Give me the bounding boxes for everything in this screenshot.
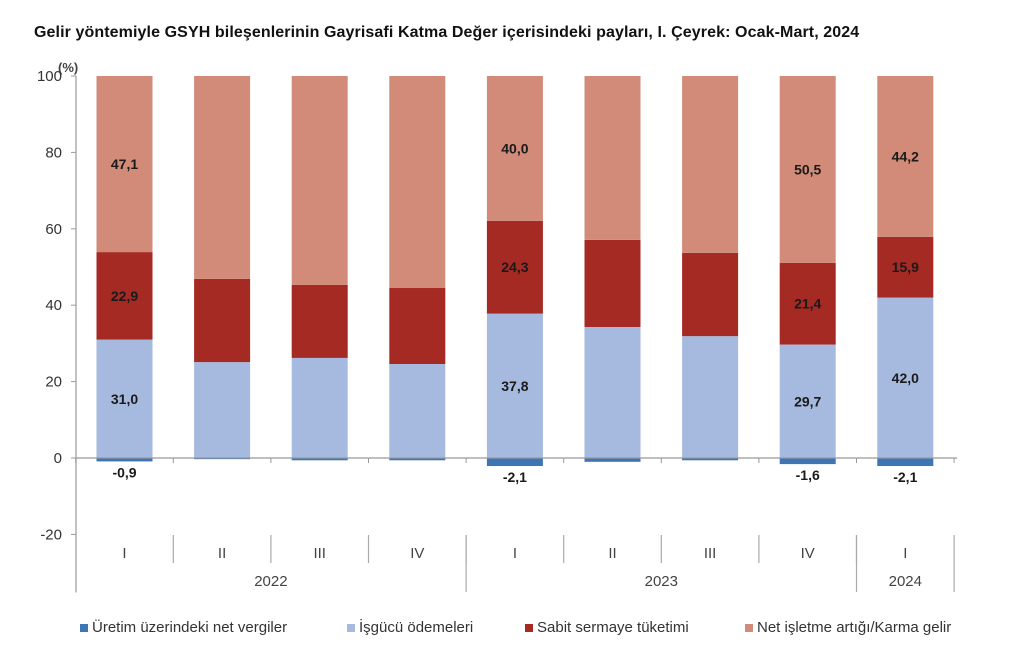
bar-segment <box>486 458 543 467</box>
bar-segment <box>779 262 836 345</box>
data-label: -2,1 <box>893 469 917 485</box>
data-label: 29,7 <box>794 393 821 409</box>
y-tick-label: -20 <box>40 526 62 543</box>
bar-segment <box>877 458 934 467</box>
year-label: 2024 <box>889 573 922 590</box>
data-label: 47,1 <box>111 156 138 172</box>
category-label: I <box>903 545 907 562</box>
category-label: III <box>704 545 717 562</box>
data-label: -2,1 <box>503 469 527 485</box>
bar-segment <box>194 278 251 363</box>
bar-segment <box>779 458 836 465</box>
bar-segment <box>96 339 153 458</box>
bar-segment <box>291 76 348 285</box>
legend-item-labor: İşgücü ödemeleri <box>347 619 473 636</box>
legend-label-net-taxes: Üretim üzerindeki net vergiler <box>92 619 288 636</box>
bar-segment <box>486 76 543 221</box>
y-tick-label: 0 <box>54 450 62 467</box>
bar-segment <box>389 364 446 458</box>
bar-segment <box>291 284 348 358</box>
bar-segment <box>682 76 739 253</box>
bar-segment <box>877 76 934 237</box>
data-label: 22,9 <box>111 288 138 304</box>
year-label: 2023 <box>645 573 678 590</box>
bar-segment <box>877 236 934 298</box>
bar-segment <box>291 357 348 458</box>
category-label: IV <box>801 545 815 562</box>
category-label: I <box>513 545 517 562</box>
bar-segment <box>584 76 641 240</box>
legend-label-operating-surplus: Net işletme artığı/Karma gelir <box>757 619 952 636</box>
category-label: III <box>313 545 326 562</box>
bar-segment <box>584 326 641 458</box>
bar-segment <box>486 313 543 458</box>
bar-segment <box>486 220 543 314</box>
data-label: -1,6 <box>796 467 820 483</box>
bar-segment <box>389 288 446 365</box>
legend-swatch-operating-surplus <box>745 623 753 632</box>
legend-swatch-labor <box>347 623 355 632</box>
data-label: 37,8 <box>501 378 528 394</box>
bar-segment <box>779 344 836 458</box>
y-tick-label: 80 <box>45 144 62 161</box>
bar-segment <box>584 239 641 327</box>
data-label: -0,9 <box>112 464 136 480</box>
bar-segment <box>96 252 153 340</box>
bar-segment <box>194 76 251 279</box>
legend-swatch-capital-consumption <box>525 623 533 632</box>
y-tick-label: 20 <box>45 374 62 391</box>
bar-segment <box>877 297 934 458</box>
data-label: 50,5 <box>794 161 821 177</box>
chart-title: Gelir yöntemiyle GSYH bileşenlerinin Gay… <box>34 24 860 41</box>
data-label: 31,0 <box>111 391 138 407</box>
y-tick-label: 60 <box>45 221 62 238</box>
legend-item-operating-surplus: Net işletme artığı/Karma gelir <box>745 619 951 636</box>
bar-segment <box>389 76 446 289</box>
category-label: II <box>608 545 616 562</box>
bar-segment <box>96 458 153 462</box>
category-label: IV <box>410 545 424 562</box>
bar-segment <box>682 252 739 337</box>
bar-segment <box>389 458 446 461</box>
bar-segment <box>779 76 836 263</box>
data-label: 24,3 <box>501 259 528 275</box>
legend-label-capital-consumption: Sabit sermaye tüketimi <box>537 619 689 636</box>
legend-item-net-taxes: Üretim üzerindeki net vergiler <box>80 619 287 636</box>
bar-segment <box>584 458 641 462</box>
data-label: 44,2 <box>892 148 919 164</box>
data-label: 21,4 <box>794 296 821 312</box>
data-label: 42,0 <box>892 370 919 386</box>
y-tick-label: 40 <box>45 297 62 314</box>
data-label: 40,0 <box>501 140 528 156</box>
category-label: II <box>218 545 226 562</box>
year-label: 2022 <box>254 573 287 590</box>
legend-item-capital-consumption: Sabit sermaye tüketimi <box>525 619 689 636</box>
data-label: 15,9 <box>892 259 919 275</box>
bar-segment <box>194 362 251 458</box>
legend: Üretim üzerindeki net vergiler İşgücü öd… <box>80 619 1000 639</box>
bar-segment <box>682 458 739 461</box>
bar-segment <box>291 458 348 461</box>
legend-swatch-net-taxes <box>80 623 88 632</box>
y-tick-label: 100 <box>37 68 62 85</box>
bar-segment <box>96 76 153 253</box>
bar-segment <box>682 336 739 458</box>
category-label: I <box>122 545 126 562</box>
legend-label-labor: İşgücü ödemeleri <box>359 619 474 636</box>
y-axis-unit-label: (%) <box>58 60 78 75</box>
